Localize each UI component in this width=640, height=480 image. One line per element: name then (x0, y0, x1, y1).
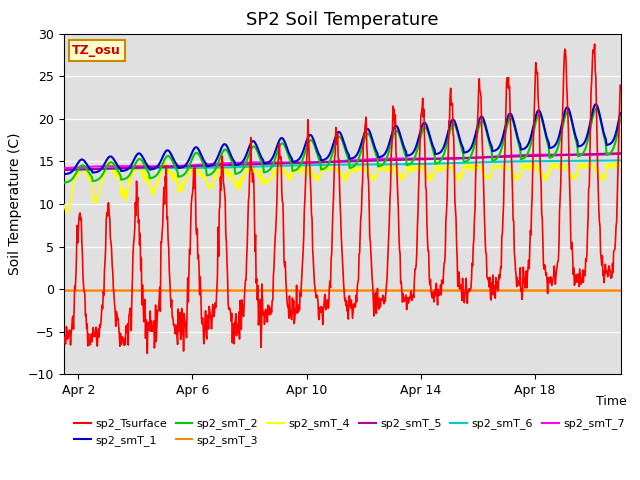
Legend: sp2_Tsurface, sp2_smT_1, sp2_smT_2, sp2_smT_3, sp2_smT_4, sp2_smT_5, sp2_smT_6, : sp2_Tsurface, sp2_smT_1, sp2_smT_2, sp2_… (70, 414, 629, 450)
sp2_smT_1 (319, 157, 327, 163)
sp2_Tsurface (320, 303, 328, 309)
sp2_smT_1 (616, 110, 624, 116)
sp2_Tsurface (143, 350, 151, 356)
sp2_smT_2 (82, 165, 90, 171)
sp2_smT_5 (60, 167, 68, 173)
sp2_smT_2 (182, 168, 190, 174)
sp2_smT_3 (170, 287, 178, 292)
sp2_smT_6 (182, 165, 190, 171)
sp2_smT_3 (319, 287, 327, 292)
sp2_smT_4 (442, 164, 449, 169)
sp2_smT_4 (60, 202, 68, 208)
sp2_Tsurface (183, 307, 191, 312)
sp2_smT_2 (616, 117, 624, 122)
sp2_smT_7 (616, 151, 624, 156)
sp2_smT_6 (440, 160, 448, 166)
sp2_smT_6 (60, 167, 68, 173)
sp2_smT_6 (155, 165, 163, 171)
Text: TZ_osu: TZ_osu (72, 44, 121, 57)
sp2_smT_5 (155, 164, 163, 170)
sp2_Tsurface (60, 339, 68, 345)
sp2_smT_3 (155, 287, 163, 292)
Line: sp2_smT_6: sp2_smT_6 (64, 160, 620, 170)
sp2_smT_4 (156, 173, 164, 179)
Line: sp2_smT_2: sp2_smT_2 (64, 108, 620, 182)
sp2_smT_6 (616, 157, 624, 163)
sp2_smT_7 (440, 156, 448, 162)
sp2_smT_6 (170, 165, 178, 171)
sp2_Tsurface (82, 311, 90, 317)
sp2_smT_1 (82, 160, 90, 166)
Y-axis label: Soil Temperature (C): Soil Temperature (C) (8, 133, 22, 275)
Line: sp2_smT_7: sp2_smT_7 (64, 154, 620, 168)
sp2_smT_1 (440, 143, 448, 149)
sp2_smT_2 (593, 106, 600, 111)
sp2_smT_7 (82, 164, 90, 170)
sp2_smT_7 (170, 163, 178, 169)
Text: Time: Time (596, 395, 627, 408)
sp2_smT_7 (182, 163, 190, 168)
sp2_smT_1 (155, 162, 163, 168)
Line: sp2_smT_4: sp2_smT_4 (64, 161, 620, 213)
Title: SP2 Soil Temperature: SP2 Soil Temperature (246, 11, 438, 29)
sp2_smT_4 (63, 210, 71, 216)
sp2_smT_1 (592, 101, 600, 107)
Line: sp2_smT_1: sp2_smT_1 (64, 104, 620, 174)
sp2_smT_2 (60, 180, 68, 185)
sp2_smT_2 (170, 162, 178, 168)
sp2_smT_3 (82, 287, 90, 292)
sp2_smT_6 (82, 167, 90, 172)
sp2_smT_5 (319, 159, 327, 165)
sp2_smT_3 (182, 287, 190, 292)
sp2_smT_5 (616, 150, 624, 156)
sp2_smT_1 (182, 161, 190, 167)
sp2_smT_7 (60, 165, 68, 171)
Line: sp2_smT_5: sp2_smT_5 (64, 153, 620, 170)
sp2_smT_1 (170, 157, 178, 163)
sp2_smT_4 (616, 163, 624, 168)
sp2_smT_4 (321, 167, 328, 173)
sp2_smT_4 (172, 175, 179, 180)
sp2_Tsurface (591, 41, 598, 47)
sp2_smT_5 (182, 163, 190, 169)
sp2_Tsurface (616, 83, 624, 88)
sp2_Tsurface (171, 325, 179, 331)
sp2_smT_6 (319, 162, 327, 168)
sp2_smT_2 (440, 151, 448, 156)
sp2_smT_3 (616, 287, 624, 292)
sp2_smT_5 (440, 156, 448, 161)
sp2_smT_7 (155, 164, 163, 169)
sp2_smT_3 (60, 287, 68, 292)
sp2_smT_1 (60, 171, 68, 177)
sp2_smT_4 (83, 172, 90, 178)
sp2_smT_3 (440, 287, 448, 292)
sp2_smT_2 (319, 166, 327, 172)
sp2_smT_4 (184, 172, 191, 178)
sp2_Tsurface (441, 260, 449, 265)
sp2_Tsurface (156, 296, 163, 302)
sp2_smT_4 (104, 158, 112, 164)
sp2_smT_5 (82, 167, 90, 172)
sp2_smT_7 (319, 159, 327, 165)
sp2_smT_5 (170, 164, 178, 169)
Line: sp2_Tsurface: sp2_Tsurface (64, 44, 620, 353)
sp2_smT_2 (155, 169, 163, 175)
